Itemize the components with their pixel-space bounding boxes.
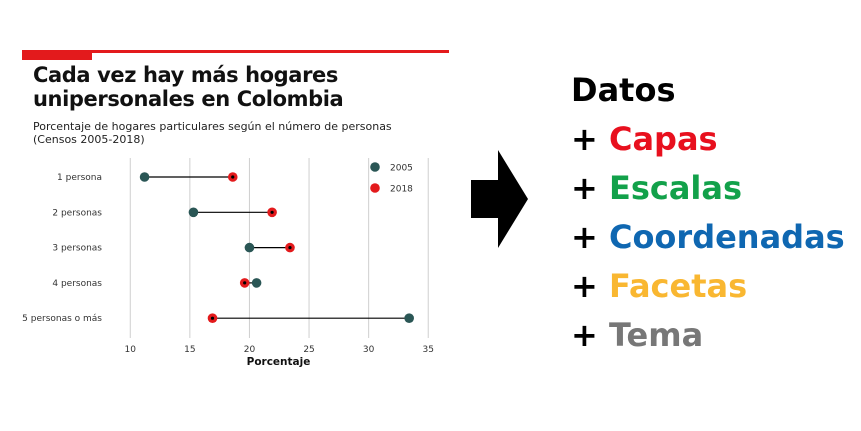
plus-sign: +	[571, 218, 609, 256]
step-facetas: + Facetas	[571, 262, 845, 311]
step-capas: + Capas	[571, 115, 845, 164]
plus-sign: +	[571, 169, 609, 207]
arrow-tip	[210, 316, 215, 320]
legend-label-2018: 2018	[390, 185, 413, 195]
category-label: 3 personas	[52, 244, 102, 254]
step-label: Capas	[608, 120, 718, 158]
plus-sign: +	[571, 120, 609, 158]
x-tick-label: 30	[363, 345, 375, 355]
category-label: 1 persona	[57, 173, 102, 183]
step-datos: Datos	[571, 66, 845, 115]
step-tema: + Tema	[571, 311, 845, 360]
plus-sign: +	[571, 267, 609, 305]
step-label: Datos	[571, 71, 676, 109]
legend-marker-2005	[370, 162, 380, 172]
x-tick-label: 20	[244, 345, 256, 355]
step-label: Coordenadas	[608, 218, 845, 256]
accent-block	[22, 50, 92, 60]
arrow-tip	[231, 175, 235, 179]
x-tick-label: 35	[423, 345, 434, 355]
right-arrow-icon	[471, 150, 528, 248]
step-label: Escalas	[608, 169, 743, 207]
legend-marker-2018	[370, 183, 380, 193]
x-tick-label: 15	[184, 345, 195, 355]
category-label: 4 personas	[52, 279, 102, 289]
x-tick-label: 25	[303, 345, 314, 355]
legend-label-2005: 2005	[390, 164, 413, 174]
chart-subtitle: Porcentaje de hogares particulares según…	[33, 120, 453, 146]
category-label: 5 personas o más	[22, 314, 102, 324]
arrow-tip	[288, 246, 292, 250]
arrow-tip	[243, 281, 247, 285]
dumbbell-chart: 10 15 20 25 30 35 Porcentaje 1 persona 2 persona…	[22, 158, 434, 368]
chart-title: Cada vez hay más hogares unipersonales e…	[33, 63, 344, 111]
plus-sign: +	[571, 316, 609, 354]
step-label: Tema	[608, 316, 704, 354]
category-label: 2 personas	[52, 208, 102, 218]
chart-subtitle-line1: Porcentaje de hogares particulares según…	[33, 120, 392, 133]
step-list: Datos + Capas + Escalas + Coordenadas + Face…	[571, 66, 845, 360]
point-2005	[404, 313, 414, 324]
step-coordenadas: + Coordenadas	[571, 213, 845, 262]
accent-rule	[22, 50, 449, 53]
point-2005	[139, 172, 150, 182]
step-escalas: + Escalas	[571, 164, 845, 213]
x-tick-label: 10	[125, 345, 137, 355]
arrow-tip	[270, 210, 274, 214]
step-label: Facetas	[608, 267, 748, 305]
x-axis-title: Porcentaje	[247, 356, 311, 368]
point-2005	[244, 242, 255, 253]
chart-subtitle-line2: (Censos 2005-2018)	[33, 133, 145, 146]
point-2005	[251, 278, 262, 288]
point-2005	[188, 207, 199, 218]
